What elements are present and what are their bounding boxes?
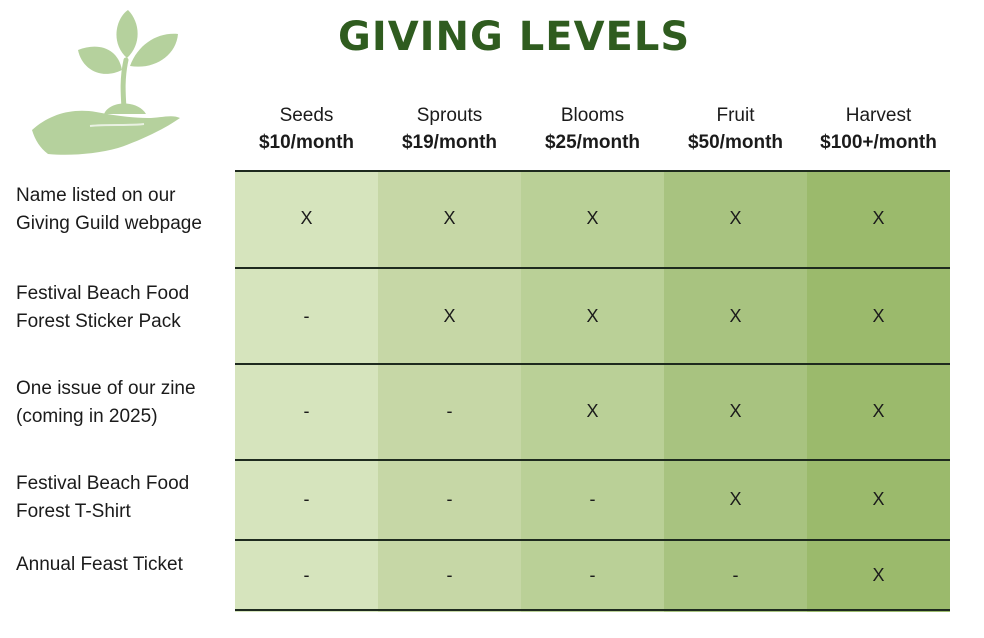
- benefit-cell: X: [729, 208, 742, 228]
- tier-column-seeds: [235, 170, 378, 612]
- benefit-label-line: Forest T-Shirt: [16, 501, 131, 522]
- tier-name: Fruit: [716, 105, 755, 126]
- tier-price: $10/month: [258, 132, 355, 153]
- benefit-cell: -: [732, 565, 739, 585]
- benefit-label-feast-ticket: Annual Feast Ticket: [16, 551, 231, 579]
- benefit-label-line: Giving Guild webpage: [16, 213, 202, 234]
- benefits-table: X X X X X - X X X X - - X X X - - - X X …: [235, 170, 950, 612]
- benefit-label-line: Festival Beach Food: [16, 283, 190, 304]
- benefit-cell: -: [589, 565, 596, 585]
- tier-name: Harvest: [845, 105, 912, 126]
- tier-column-blooms: [521, 170, 664, 612]
- tier-header-sprouts: Sprouts $19/month: [378, 104, 521, 158]
- row-divider: [235, 609, 950, 611]
- benefit-label-zine: One issue of our zine (coming in 2025): [16, 375, 231, 431]
- row-divider: [235, 539, 950, 541]
- row-divider: [235, 267, 950, 269]
- tier-header-harvest: Harvest $100+/month: [807, 104, 950, 158]
- row-divider: [235, 170, 950, 172]
- benefit-cell: X: [872, 489, 885, 509]
- benefit-cell: -: [303, 306, 310, 326]
- benefit-cell: X: [729, 401, 742, 421]
- benefit-label-line: Forest Sticker Pack: [16, 311, 181, 332]
- benefit-cell: X: [872, 565, 885, 585]
- tier-header-blooms: Blooms $25/month: [521, 104, 664, 158]
- benefit-cell: -: [446, 401, 453, 421]
- benefit-cell: -: [446, 489, 453, 509]
- tier-header-fruit: Fruit $50/month: [664, 104, 807, 158]
- benefit-cell: X: [443, 208, 456, 228]
- benefit-cell: X: [729, 489, 742, 509]
- row-divider: [235, 459, 950, 461]
- tier-column-fruit: [664, 170, 807, 612]
- tier-name: Seeds: [279, 105, 334, 126]
- tier-name: Blooms: [560, 105, 625, 126]
- tier-price: $19/month: [401, 132, 498, 153]
- benefit-label-line: Festival Beach Food: [16, 473, 190, 494]
- benefit-label-line: Annual Feast Ticket: [16, 554, 183, 575]
- benefit-cell: X: [586, 208, 599, 228]
- benefit-cell: X: [872, 208, 885, 228]
- benefit-label-sticker-pack: Festival Beach Food Forest Sticker Pack: [16, 280, 231, 336]
- benefit-cell: X: [586, 401, 599, 421]
- benefit-cell: X: [443, 306, 456, 326]
- benefit-cell: X: [300, 208, 313, 228]
- tier-name: Sprouts: [416, 105, 483, 126]
- benefit-label-line: One issue of our zine: [16, 378, 196, 399]
- tier-price: $25/month: [544, 132, 641, 153]
- benefit-cell: -: [303, 401, 310, 421]
- benefit-label-line: Name listed on our: [16, 185, 176, 206]
- benefit-cell: -: [446, 565, 453, 585]
- benefit-cell: -: [303, 489, 310, 509]
- benefit-cell: X: [729, 306, 742, 326]
- tier-header-seeds: Seeds $10/month: [235, 104, 378, 158]
- sprout-in-hand-icon: [32, 10, 180, 155]
- benefit-label-line: (coming in 2025): [16, 406, 158, 427]
- page-title: GIVING LEVELS: [338, 14, 691, 60]
- benefit-cell: X: [872, 306, 885, 326]
- row-divider: [235, 363, 950, 365]
- tier-column-harvest: [807, 170, 950, 612]
- benefit-cell: -: [303, 565, 310, 585]
- benefit-label-webpage: Name listed on our Giving Guild webpage: [16, 182, 231, 238]
- benefit-label-tshirt: Festival Beach Food Forest T-Shirt: [16, 470, 231, 526]
- benefit-cell: X: [872, 401, 885, 421]
- tier-price: $100+/month: [820, 132, 937, 153]
- tier-column-sprouts: [378, 170, 521, 612]
- benefit-cell: X: [586, 306, 599, 326]
- benefit-cell: -: [589, 489, 596, 509]
- tier-price: $50/month: [687, 132, 784, 153]
